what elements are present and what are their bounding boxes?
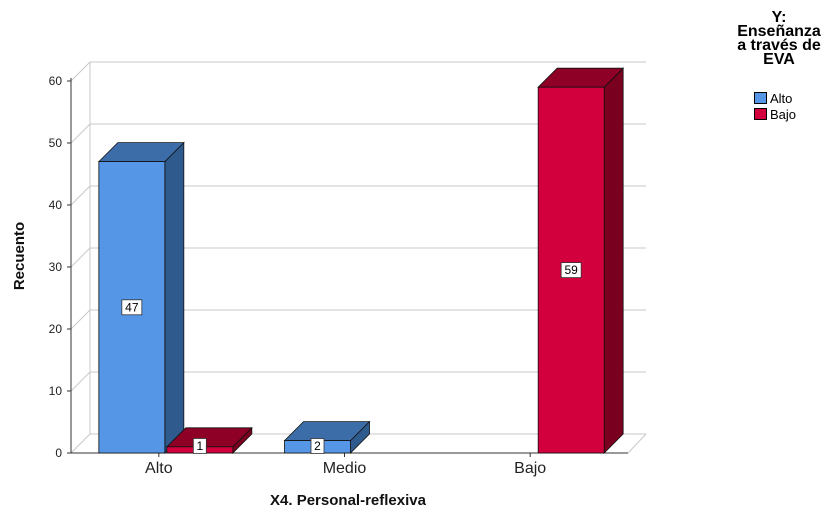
data-label: 47 [125, 300, 139, 314]
legend: Alto Bajo [754, 90, 796, 122]
legend-label-bajo: Bajo [770, 106, 797, 122]
data-label: 59 [564, 263, 578, 277]
bar-side [603, 67, 624, 454]
x-axis-title: X4. Personal-reflexiva [270, 492, 427, 509]
y-tick-label: 40 [49, 198, 63, 212]
data-label-box [192, 438, 207, 454]
legend-title: Y: Enseñanza a través de EVA [722, 9, 836, 68]
legend-swatch-bajo [754, 108, 767, 120]
bar-side [164, 141, 185, 454]
y-tick-label: 60 [49, 74, 63, 88]
data-label: 2 [314, 439, 321, 453]
data-label-box [560, 262, 582, 279]
data-label: 1 [196, 439, 203, 453]
legend-label-alto: Alto [770, 90, 793, 106]
gridline-floor-link [70, 61, 91, 82]
data-label-box [310, 438, 325, 454]
x-tick-label: Medio [323, 460, 367, 477]
x-tick-label: Bajo [514, 460, 546, 477]
legend-item-alto: Alto [754, 90, 796, 106]
y-tick-label: 50 [49, 136, 63, 150]
legend-swatch-alto [754, 92, 767, 104]
legend-item-bajo: Bajo [754, 106, 796, 122]
y-tick-label: 20 [49, 322, 63, 336]
gridline-floor-link [70, 247, 91, 268]
y-axis-title: Recuento [11, 222, 28, 290]
legend-title-line: a través de [737, 37, 821, 54]
data-label-box [121, 299, 143, 316]
legend-title-line: EVA [763, 51, 795, 68]
y-tick-label: 30 [49, 260, 63, 274]
gridline-floor-link [70, 433, 91, 454]
x-tick-label: Alto [145, 460, 173, 477]
gridline-floor-link [70, 185, 91, 206]
legend-title-line: Y: [771, 9, 787, 26]
y-tick-label: 0 [55, 446, 62, 460]
gridline-floor-link [70, 371, 91, 392]
gridline-floor-link [70, 309, 91, 330]
floor-right-edge [627, 433, 647, 454]
gridline-floor-link [70, 123, 91, 144]
legend-title-line: Enseñanza [737, 23, 821, 40]
y-tick-label: 10 [49, 384, 63, 398]
